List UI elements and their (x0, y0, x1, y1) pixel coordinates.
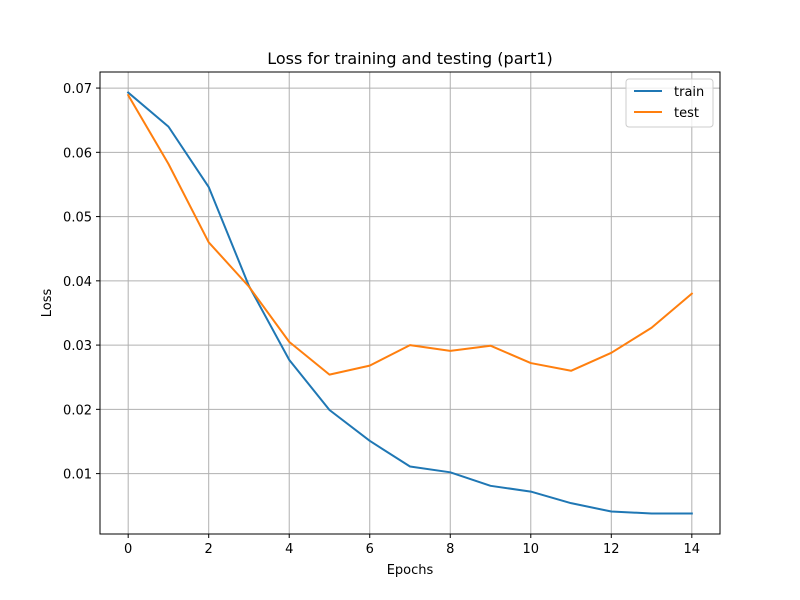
legend-label-train: train (674, 85, 704, 100)
series-line-test (126, 93, 694, 376)
y-tick-label: 0.01 (63, 468, 92, 483)
x-tick-label: 8 (446, 542, 454, 557)
chart-title: Loss for training and testing (part1) (267, 49, 553, 68)
y-axis-label: Loss (40, 289, 55, 318)
y-tick-label: 0.07 (63, 82, 92, 97)
x-tick-label: 6 (366, 542, 374, 557)
y-tick-label: 0.05 (63, 211, 92, 226)
plot-lines (126, 91, 694, 515)
y-tick-label: 0.02 (63, 403, 92, 418)
x-tick-label: 10 (523, 542, 540, 557)
series-line-train (126, 91, 693, 515)
x-axis-ticks: 0 2 4 6 8 10 12 14 (124, 534, 700, 557)
x-axis-label: Epochs (387, 563, 434, 578)
legend-label-test: test (674, 106, 699, 121)
plot-frame (99, 71, 721, 535)
x-tick-label: 0 (124, 542, 132, 557)
x-tick-label: 2 (205, 542, 213, 557)
y-tick-label: 0.03 (63, 339, 92, 354)
y-tick-label: 0.04 (63, 275, 92, 290)
x-tick-label: 4 (285, 542, 293, 557)
y-axis-ticks: 0.01 0.02 0.03 0.04 0.05 0.06 0.07 (63, 82, 100, 483)
x-tick-label: 14 (684, 542, 701, 557)
legend: train test (625, 78, 714, 128)
y-tick-label: 0.06 (63, 146, 92, 161)
x-tick-label: 12 (603, 542, 620, 557)
